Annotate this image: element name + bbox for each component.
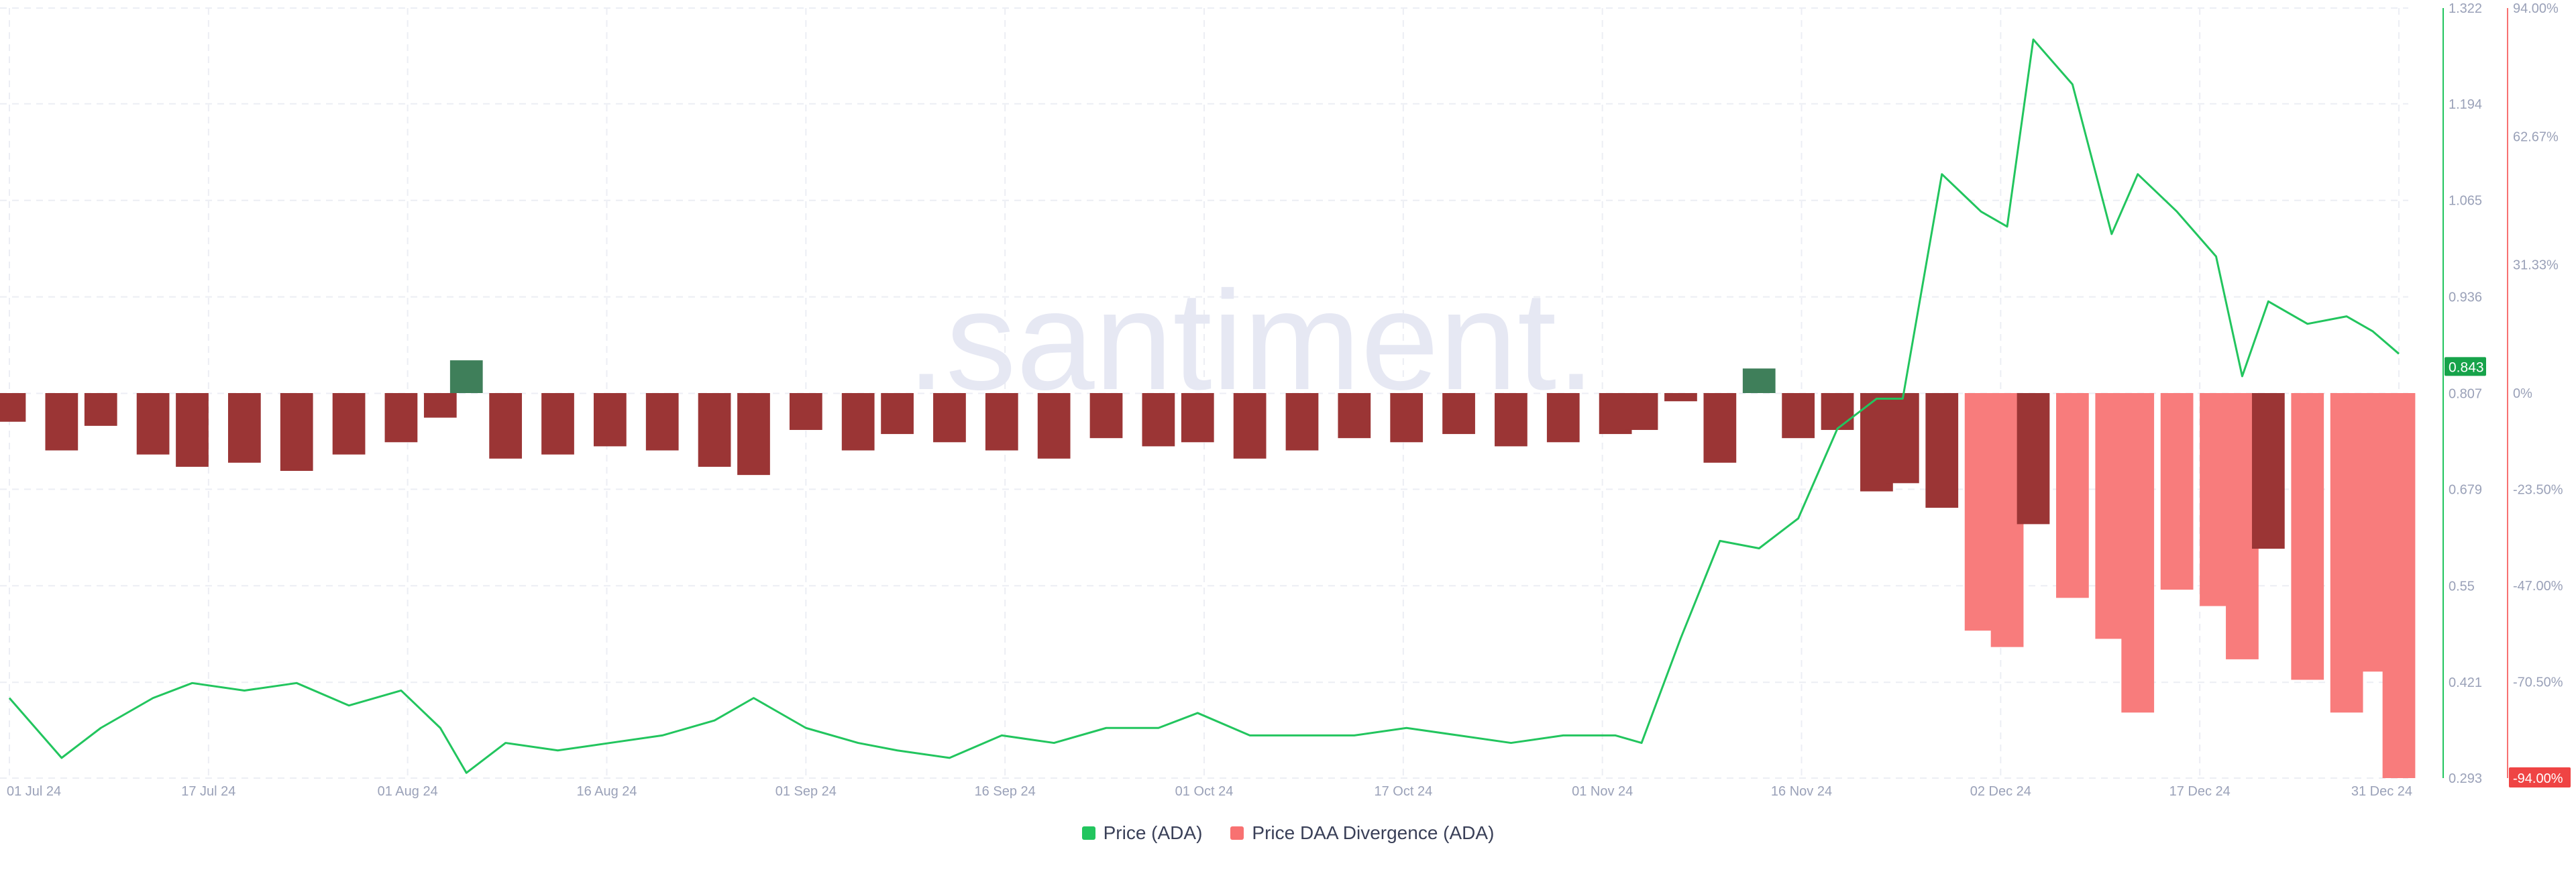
price-line-group — [8, 38, 2400, 774]
divergence-bar — [2160, 393, 2194, 590]
x-tick-label: 16 Nov 24 — [1771, 784, 1832, 799]
divergence-bar — [84, 393, 117, 426]
x-tick-label: 31 Dec 24 — [2351, 784, 2412, 799]
price-tick-label: 1.065 — [2449, 194, 2482, 209]
x-tick-label: 17 Oct 24 — [1374, 784, 1432, 799]
divergence-bar — [933, 393, 966, 443]
divergence-bar — [1664, 393, 1697, 402]
divergence-bar — [1233, 393, 1267, 459]
divergence-bar — [227, 393, 261, 463]
last-price-label: 0.843 — [2449, 360, 2484, 375]
divergence-tick-label: 94.00% — [2513, 1, 2559, 16]
divergence-bar — [489, 393, 523, 459]
last-divergence-label: -94.00% — [2513, 771, 2563, 786]
divergence-bar — [698, 393, 731, 467]
divergence-bar — [1037, 393, 1071, 459]
divergence-bar — [332, 393, 366, 455]
divergence-bar — [789, 393, 822, 430]
x-tick-label: 02 Dec 24 — [1970, 784, 2031, 799]
divergence-bar — [1442, 393, 1475, 435]
x-tick-label: 01 Sep 24 — [775, 784, 837, 799]
x-tick-label: 01 Jul 24 — [7, 784, 61, 799]
divergence-bar — [593, 393, 627, 447]
price-tick-label: 0.55 — [2449, 579, 2475, 594]
legend-price-label: Price (ADA) — [1103, 822, 1203, 843]
divergence-bar — [1625, 393, 1658, 430]
x-tick-label: 01 Nov 24 — [1572, 784, 1633, 799]
divergence-bar — [737, 393, 770, 476]
divergence-bar — [280, 393, 313, 472]
divergence-bar — [384, 393, 418, 443]
divergence-bar — [423, 393, 457, 418]
x-tick-label: 17 Jul 24 — [181, 784, 235, 799]
divergence-bar — [1821, 393, 1854, 430]
divergence-bar — [541, 393, 574, 455]
divergence-bar — [1181, 393, 1214, 443]
divergence-bar — [1390, 393, 1424, 443]
divergence-bar — [1742, 368, 1776, 393]
santiment-watermark: .santiment. — [906, 262, 1595, 419]
legend-divergence-label: Price DAA Divergence (ADA) — [1252, 822, 1495, 843]
price-tick-label: 0.293 — [2449, 771, 2482, 786]
divergence-bar — [1495, 393, 1527, 447]
divergence-bar — [1546, 393, 1580, 443]
x-axis: 01 Jul 24 17 Jul 24 01 Aug 24 16 Aug 24 01 S… — [7, 784, 2412, 799]
last-price-badge — [2445, 357, 2486, 376]
y-axes: 1.322 1.194 1.065 0.936 0.807 0.679 0.55 0.421 0… — [2443, 1, 2571, 787]
divergence-swatch — [1230, 826, 1244, 840]
divergence-bar — [136, 393, 170, 455]
divergence-bar — [2251, 393, 2285, 549]
divergence-bar — [0, 393, 26, 422]
divergence-bar — [2056, 393, 2089, 598]
divergence-bar — [985, 393, 1018, 451]
divergence-bar — [881, 393, 914, 435]
divergence-bar — [1782, 393, 1815, 439]
divergence-bars — [0, 360, 2416, 778]
divergence-bar — [1925, 393, 1959, 508]
price-tick-label: 1.322 — [2449, 1, 2482, 16]
price-tick-label: 0.807 — [2449, 387, 2482, 402]
legend: Price (ADA) Price DAA Divergence (ADA) — [0, 822, 2576, 844]
divergence-bar — [1338, 393, 1371, 439]
divergence-bar — [2382, 393, 2416, 778]
divergence-bar — [176, 393, 209, 467]
divergence-bar — [1285, 393, 1319, 451]
divergence-tick-label: 31.33% — [2513, 258, 2559, 273]
divergence-bar — [2017, 393, 2050, 525]
divergence-bar — [841, 393, 875, 451]
price-tick-label: 0.936 — [2449, 290, 2482, 305]
x-tick-label: 16 Sep 24 — [975, 784, 1036, 799]
divergence-tick-label: -23.50% — [2513, 483, 2563, 498]
divergence-bar — [1089, 393, 1123, 439]
divergence-bar — [45, 393, 78, 451]
x-tick-label: 16 Aug 24 — [576, 784, 637, 799]
price-tick-label: 0.679 — [2449, 482, 2482, 497]
divergence-bar — [1142, 393, 1175, 447]
x-tick-label: 01 Aug 24 — [378, 784, 438, 799]
divergence-bar — [645, 393, 679, 451]
legend-item-price[interactable]: Price (ADA) — [1081, 822, 1203, 844]
divergence-bar — [2121, 393, 2155, 713]
price-line — [8, 38, 2400, 774]
divergence-bar — [1703, 393, 1737, 463]
divergence-tick-label: -47.00% — [2513, 579, 2563, 594]
legend-item-divergence[interactable]: Price DAA Divergence (ADA) — [1230, 822, 1494, 844]
price-swatch — [1081, 826, 1095, 840]
last-divergence-badge — [2509, 767, 2571, 787]
x-tick-label: 17 Dec 24 — [2169, 784, 2231, 799]
divergence-tick-label: 62.67% — [2513, 129, 2559, 144]
divergence-bar — [2291, 393, 2324, 680]
x-tick-label: 01 Oct 24 — [1175, 784, 1234, 799]
divergence-bar — [449, 360, 483, 393]
divergence-tick-label: -70.50% — [2513, 675, 2563, 690]
price-tick-label: 0.421 — [2449, 675, 2482, 690]
divergence-bar — [1886, 393, 1919, 484]
divergence-tick-label: 0% — [2513, 386, 2532, 401]
price-tick-label: 1.194 — [2449, 97, 2482, 112]
